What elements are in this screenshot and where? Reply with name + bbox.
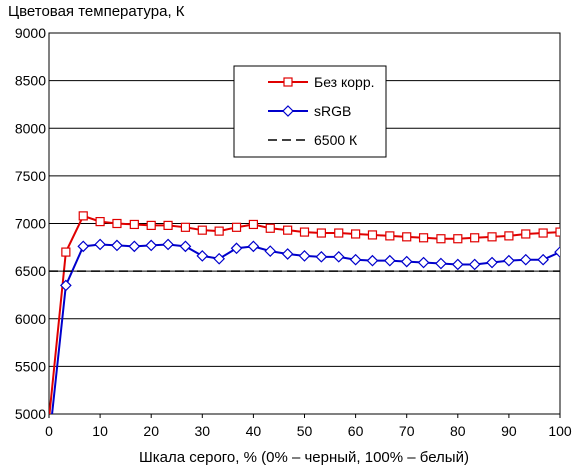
data-point-diamond [94,238,106,251]
data-point-square [95,216,105,227]
data-point-square [231,222,242,232]
x-tick-label: 50 [297,423,313,439]
y-tick-label: 7500 [15,168,46,184]
data-point-diamond [400,255,413,268]
y-tick-label: 8500 [15,73,46,89]
data-point-diamond [145,239,158,252]
data-point-diamond [451,258,464,271]
y-tick-label: 6000 [15,311,46,327]
data-point-diamond [44,438,54,448]
data-point-diamond [77,240,90,253]
data-point-diamond [332,250,345,263]
data-point-diamond [366,254,379,267]
data-point-square [283,225,293,235]
data-point-diamond [264,245,277,257]
x-tick-label: 30 [195,423,211,439]
series-layer [44,211,560,448]
data-point-square [470,233,480,243]
x-tick-label: 20 [143,423,159,439]
data-point-diamond [111,239,123,252]
data-point-diamond [282,105,294,117]
data-point-square [402,232,412,242]
data-point-square [163,220,173,231]
data-point-diamond [315,250,328,263]
data-point-diamond [247,240,260,253]
data-point-square [334,228,344,238]
data-point-square [283,77,293,87]
data-point-square [385,231,395,241]
y-axis-title: Цветовая температура, К [8,3,185,20]
data-point-square [436,234,446,244]
data-point-diamond [554,246,560,258]
x-tick-label: 60 [348,423,364,439]
legend: Без корр. sRGB 6500 К [233,65,387,158]
data-point-square [453,234,463,244]
data-point-square [248,219,258,230]
data-point-diamond [349,253,362,266]
data-point-square [538,228,548,238]
data-point-square [487,232,497,242]
x-tick-labels: 0 10 20 30 40 50 60 70 80 90 100 [45,423,572,439]
data-point-diamond [60,279,72,292]
x-tick-label: 40 [246,423,262,439]
data-point-square [214,226,224,236]
x-tick-label: 0 [45,423,53,439]
data-point-square [61,247,71,257]
data-point-square [180,222,191,232]
legend-label: Без корр. [314,74,375,90]
y-tick-labels: 5000 5500 6000 6500 7000 7500 8000 8500 9000 [15,25,46,422]
x-tick-label: 10 [92,423,108,439]
x-tick-label: 100 [548,423,572,439]
data-point-square [351,229,361,239]
legend-label: sRGB [314,103,351,119]
y-tick-label: 5500 [15,358,46,374]
data-point-square [521,229,531,239]
data-point-diamond [537,253,549,266]
data-point-diamond [298,250,311,262]
data-point-square [367,230,378,240]
data-point-square [299,227,310,237]
series-0 [49,211,560,414]
y-tick-label: 8000 [15,120,46,136]
x-tick-label: 90 [501,423,517,439]
data-point-diamond [435,257,447,270]
data-point-square [78,211,88,221]
data-point-diamond [128,240,141,253]
data-point-diamond [281,248,294,260]
data-point-square [555,227,560,237]
y-tick-label: 7000 [15,216,46,232]
data-point-diamond [196,250,209,262]
x-axis-title: Шкала серого, % (0% – черный, 100% – бел… [139,449,469,466]
x-tick-label: 80 [450,423,466,439]
data-point-square [316,228,326,238]
data-point-diamond [383,254,396,267]
y-tick-label: 9000 [15,25,46,41]
data-point-diamond [468,258,481,271]
y-tick-label: 5000 [15,406,46,422]
data-point-square [197,225,207,235]
data-point-square [112,218,122,229]
data-point-diamond [503,254,515,267]
plot-frame [48,32,561,415]
data-point-diamond [162,238,174,251]
data-point-diamond [179,240,192,253]
data-point-diamond [213,252,226,265]
series-line [51,243,560,414]
data-point-diamond [486,256,498,269]
data-point-square [504,231,514,241]
x-tick-label: 70 [399,423,415,439]
y-tick-label: 6500 [15,263,46,279]
legend-box [233,65,387,158]
data-point-diamond [417,256,430,269]
data-point-square [146,220,156,231]
data-point-diamond [230,242,243,255]
data-point-diamond [519,253,532,266]
series-1 [44,238,560,448]
legend-label: 6500 К [314,132,358,148]
data-point-square [129,219,139,230]
data-point-square [418,233,429,243]
data-point-square [265,223,275,233]
